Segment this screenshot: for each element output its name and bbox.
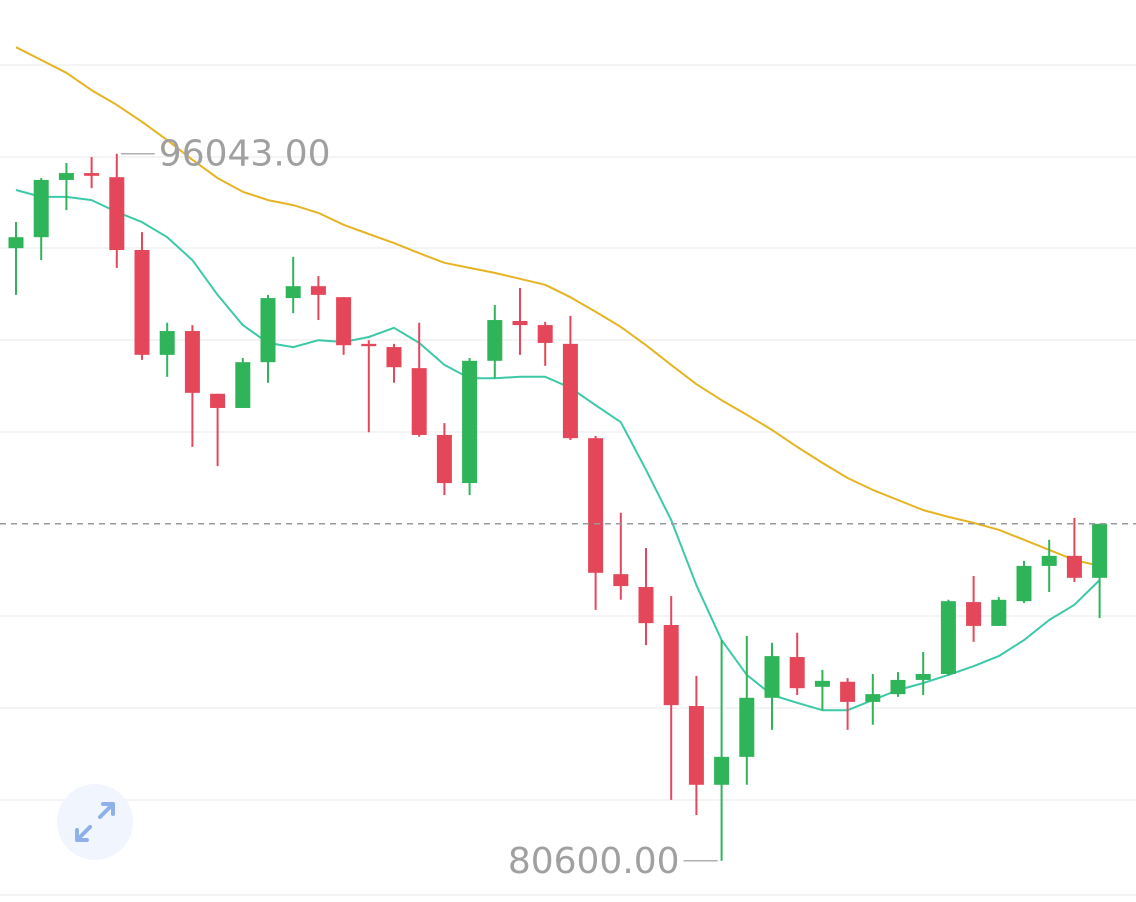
candle (1016, 560, 1032, 604)
candle (865, 673, 881, 725)
candle (940, 599, 956, 676)
candle (764, 642, 780, 730)
candle-body (814, 680, 830, 687)
candle (487, 304, 503, 379)
candle (8, 222, 24, 295)
candle-body (285, 286, 301, 299)
candle-body (411, 368, 427, 435)
candle (613, 512, 629, 600)
candle (235, 358, 251, 408)
candle-body (714, 756, 730, 785)
candle (739, 635, 755, 785)
grid (0, 64, 1136, 896)
candle-body (840, 681, 856, 702)
candle-body (537, 325, 553, 343)
candle (436, 423, 452, 495)
candle (310, 276, 326, 321)
candle (285, 256, 301, 314)
candle (537, 321, 553, 366)
candle (386, 343, 402, 383)
candle (966, 575, 982, 642)
candle-body (109, 177, 125, 250)
ma-line (15, 46, 1100, 567)
ma-line (15, 189, 1101, 712)
candle (991, 597, 1007, 626)
low-label: 80600.00 (508, 841, 680, 882)
candle-body (235, 362, 251, 408)
candle (638, 548, 654, 646)
candle-body (1016, 565, 1032, 602)
expand-button[interactable] (57, 784, 133, 860)
candle-body (336, 297, 352, 346)
candle (1066, 517, 1082, 582)
candle-body (688, 706, 704, 785)
candle (1092, 523, 1108, 619)
candle-body (739, 697, 755, 757)
candle-body (890, 679, 906, 695)
candle (361, 340, 377, 433)
candle (84, 157, 100, 189)
candle (58, 163, 74, 211)
candle (663, 596, 679, 800)
candle-body (966, 602, 982, 626)
candle (33, 178, 49, 261)
candle-body (436, 434, 452, 484)
candle-body (184, 331, 200, 393)
candle-body (940, 601, 956, 674)
candle-body (613, 574, 629, 587)
candle-body (134, 249, 150, 355)
candle (688, 675, 704, 816)
candle-body (361, 343, 377, 347)
candle (714, 640, 730, 861)
candle (336, 297, 352, 355)
candle-body (915, 673, 931, 680)
candle (134, 232, 150, 360)
candle (1041, 539, 1057, 593)
candle (159, 322, 175, 377)
candle-body (991, 599, 1007, 626)
candle-body (260, 298, 276, 363)
candle (184, 325, 200, 447)
candle-body (1066, 555, 1082, 578)
expand-button-bg[interactable] (57, 784, 133, 860)
candle-body (310, 286, 326, 295)
candle-body (487, 320, 503, 361)
candle-body (663, 624, 679, 706)
candle-body (1041, 555, 1057, 566)
high-label: 96043.00 (159, 134, 331, 175)
candle-body (588, 438, 604, 573)
candle (840, 678, 856, 730)
candle-body (462, 360, 478, 484)
candle (814, 669, 830, 711)
candle (260, 294, 276, 383)
candle-body (159, 331, 175, 355)
candle (562, 315, 578, 441)
candle-body (562, 343, 578, 439)
candle-body (84, 173, 100, 176)
candle (512, 287, 528, 355)
candle (915, 652, 931, 696)
candle (109, 153, 125, 268)
candle-body (8, 237, 24, 249)
candle (462, 358, 478, 495)
candle-body (764, 656, 780, 698)
candle (210, 393, 226, 467)
candle-body (58, 173, 74, 180)
candle (789, 632, 805, 696)
candle (588, 435, 604, 610)
candle-body (210, 393, 226, 408)
candle (411, 322, 427, 437)
candle-body (386, 347, 402, 368)
candle-body (638, 586, 654, 624)
candle-body (865, 694, 881, 702)
candle-body (789, 657, 805, 689)
candle (890, 672, 906, 697)
candle-body (33, 179, 49, 238)
candle-body (1092, 523, 1108, 578)
candle-body (512, 320, 528, 326)
expand-icon[interactable] (75, 802, 115, 842)
